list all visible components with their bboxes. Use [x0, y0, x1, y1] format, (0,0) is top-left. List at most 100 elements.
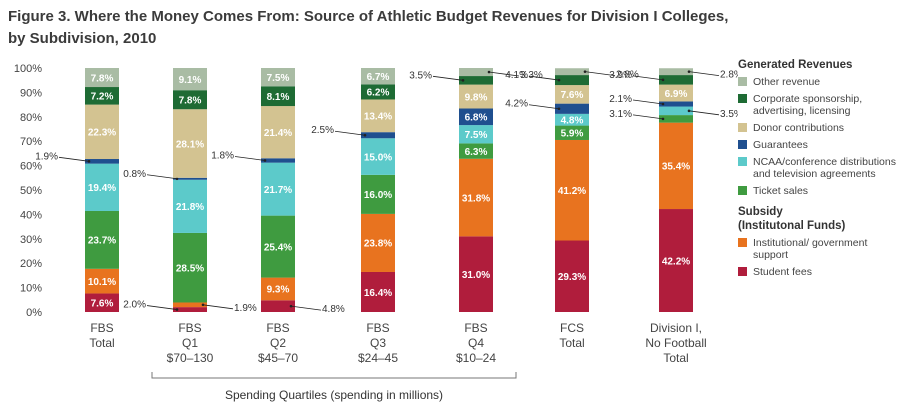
data-label: 2.0%: [123, 300, 146, 311]
bar-segment: [261, 106, 295, 159]
y-tick-label: 70%: [20, 136, 42, 148]
bar-segment: [659, 106, 693, 116]
leader-dot: [461, 79, 465, 82]
bar-segment: [173, 68, 207, 91]
x-category-label: $24–45: [358, 351, 398, 365]
bar-segment: [85, 104, 119, 160]
data-label: 21.8%: [176, 202, 204, 213]
bar-segment: [173, 179, 207, 233]
data-label: 0.8%: [123, 169, 146, 180]
leader-line: [334, 130, 366, 136]
data-label: 13.4%: [364, 112, 392, 123]
x-category-label: Total: [663, 351, 688, 365]
leader-line: [584, 71, 616, 77]
data-label: 10.1%: [88, 277, 116, 288]
data-label: 4.8%: [322, 304, 345, 315]
data-label: 3.1%: [609, 109, 632, 120]
bar-segment: [261, 162, 295, 216]
legend-item-ticket-sales: Ticket sales: [738, 185, 900, 197]
bar-segment: [459, 125, 493, 144]
figure-title: Figure 3. Where the Money Comes From: So…: [8, 6, 768, 50]
leader-line: [688, 110, 720, 116]
leader-line: [234, 156, 266, 161]
data-label: 3.3%: [520, 70, 543, 81]
bar-segment: [261, 158, 295, 163]
legend-label: Other revenue: [753, 76, 821, 88]
data-label: 19.4%: [88, 183, 116, 194]
bar-segment: [659, 84, 693, 102]
bar-segment: [85, 68, 119, 88]
bar-segment: [361, 271, 395, 312]
bar-segment: [173, 90, 207, 110]
data-label: 7.6%: [91, 299, 114, 310]
bar-segment: [659, 75, 693, 85]
leader-line: [528, 104, 560, 110]
data-label: 21.4%: [264, 128, 292, 139]
data-label: 9.3%: [267, 285, 290, 296]
bar-segment: [85, 163, 119, 211]
legend-swatch: [738, 267, 747, 276]
bar-segment: [261, 215, 295, 278]
x-category-label: No Football: [645, 336, 706, 350]
y-tick-label: 0%: [26, 307, 42, 319]
bar-segment: [361, 68, 395, 85]
bar-segment: [261, 86, 295, 107]
leader-dot: [687, 109, 691, 113]
leader-line: [290, 305, 322, 311]
legend-item-student-fees: Student fees: [738, 266, 900, 278]
bar-segment: [173, 177, 207, 180]
leader-dot: [583, 70, 587, 73]
leader-line: [146, 305, 178, 310]
data-label: 31.8%: [462, 193, 490, 204]
leader-dot: [557, 107, 561, 111]
data-label: 21.7%: [264, 185, 292, 196]
data-label: 23.8%: [364, 239, 392, 250]
legend-label: Institutional/ government support: [753, 237, 868, 261]
data-label: 35.4%: [662, 162, 690, 173]
x-category-label: FBS: [90, 321, 113, 335]
bar-segment: [659, 101, 693, 107]
x-category-label: Total: [89, 336, 114, 350]
leader-dot: [175, 308, 179, 311]
data-label: 3.9%: [609, 70, 632, 81]
x-category-label: $70–130: [167, 351, 214, 365]
data-label: 7.5%: [267, 73, 290, 84]
bar-segment: [85, 268, 119, 294]
leader-line: [488, 71, 520, 77]
leader-dot: [557, 78, 561, 82]
x-category-label: FBS: [266, 321, 289, 335]
data-label: 6.7%: [367, 72, 390, 83]
bar-segment: [555, 68, 589, 76]
data-label: 29.3%: [558, 272, 586, 283]
data-label: 2.5%: [311, 125, 334, 136]
quartile-bracket: [151, 372, 517, 379]
legend-swatch: [738, 123, 747, 132]
figure-title-line2: by Subdivision, 2010: [8, 30, 157, 47]
data-label: 3.5%: [409, 70, 432, 81]
bar-segment: [173, 302, 207, 308]
bar-segment: [173, 232, 207, 303]
legend-swatch: [738, 77, 747, 86]
y-tick-label: 40%: [20, 209, 42, 221]
leader-dot: [661, 117, 665, 121]
bar-segment: [555, 103, 589, 114]
bar-segment: [361, 132, 395, 139]
legend-label: Student fees: [753, 266, 812, 278]
y-tick-label: 10%: [20, 283, 42, 295]
data-label: 31.0%: [462, 270, 490, 281]
leader-line: [202, 304, 234, 310]
leader-line: [632, 114, 664, 120]
leader-line: [632, 99, 664, 105]
data-label: 9.1%: [179, 75, 202, 86]
bar-segment: [555, 85, 589, 104]
legend-label: Guarantees: [753, 139, 808, 151]
leader-line: [58, 156, 90, 162]
y-tick-label: 20%: [20, 258, 42, 270]
data-label: 2.8%: [720, 70, 738, 81]
bar-segment: [555, 75, 589, 86]
legend-swatch: [738, 186, 747, 195]
x-category-label: Q1: [182, 336, 198, 350]
data-label: 23.7%: [88, 236, 116, 247]
x-category-label: FBS: [178, 321, 201, 335]
x-category-label: FCS: [560, 321, 584, 335]
